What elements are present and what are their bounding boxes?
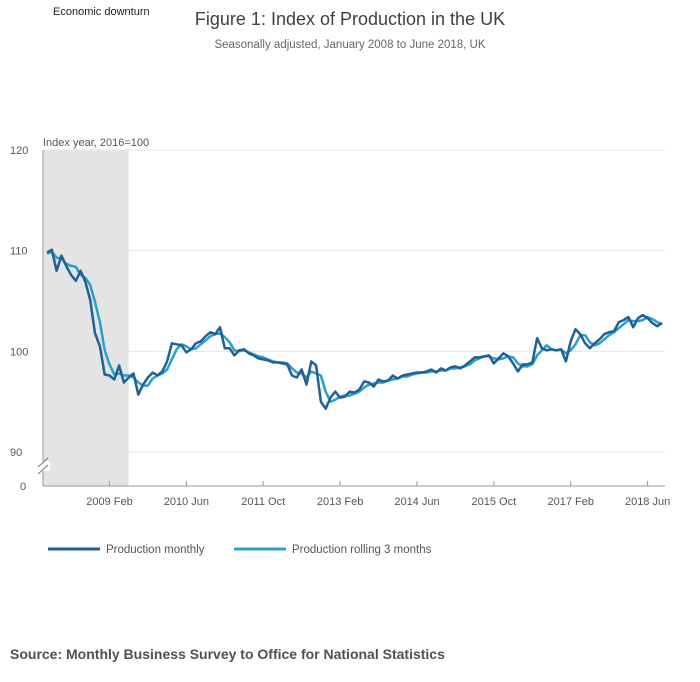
x-tick-label: 2013 Feb	[317, 496, 363, 508]
grid	[43, 149, 665, 453]
axis-break-icon	[36, 457, 50, 475]
legend: Production monthly Production rolling 3 …	[48, 544, 432, 556]
x-axis: 2009 Feb 2010 Jun 2011 Oct 2013 Feb 2014 Jun…	[86, 481, 670, 508]
series-layer	[46, 248, 663, 410]
y-tick-label: 110	[10, 246, 28, 258]
x-tick-label: 2018 Jun	[625, 496, 670, 508]
series-line-monthly	[46, 248, 663, 410]
y-axis-label: Index year, 2016=100	[43, 137, 149, 149]
legend-label-monthly: Production monthly	[106, 544, 205, 556]
chart-subtitle: Seasonally adjusted, January 2008 to Jun…	[214, 39, 485, 51]
y-zero-label: 0	[20, 481, 26, 493]
legend-label-rolling: Production rolling 3 months	[292, 544, 432, 556]
x-tick-label: 2010 Jun	[164, 496, 209, 508]
x-tick-label: 2011 Oct	[241, 496, 285, 508]
x-tick-label: 2017 Feb	[547, 496, 593, 508]
y-tick-label: 90	[10, 447, 22, 459]
source-note: Source: Monthly Business Survey to Offic…	[10, 646, 445, 662]
recession-label: Economic downturn	[53, 6, 150, 18]
y-tick-label: 120	[10, 145, 28, 157]
recession-band	[43, 150, 129, 486]
x-tick-label: 2014 Jun	[394, 496, 439, 508]
x-tick-label: 2015 Oct	[472, 496, 517, 508]
y-tick-label: 100	[10, 346, 28, 358]
x-tick-label: 2009 Feb	[86, 496, 132, 508]
series-line-rolling	[46, 250, 663, 403]
y-axis: 90 100 110 120	[10, 145, 28, 459]
chart-title: Figure 1: Index of Production in the UK	[195, 9, 505, 29]
